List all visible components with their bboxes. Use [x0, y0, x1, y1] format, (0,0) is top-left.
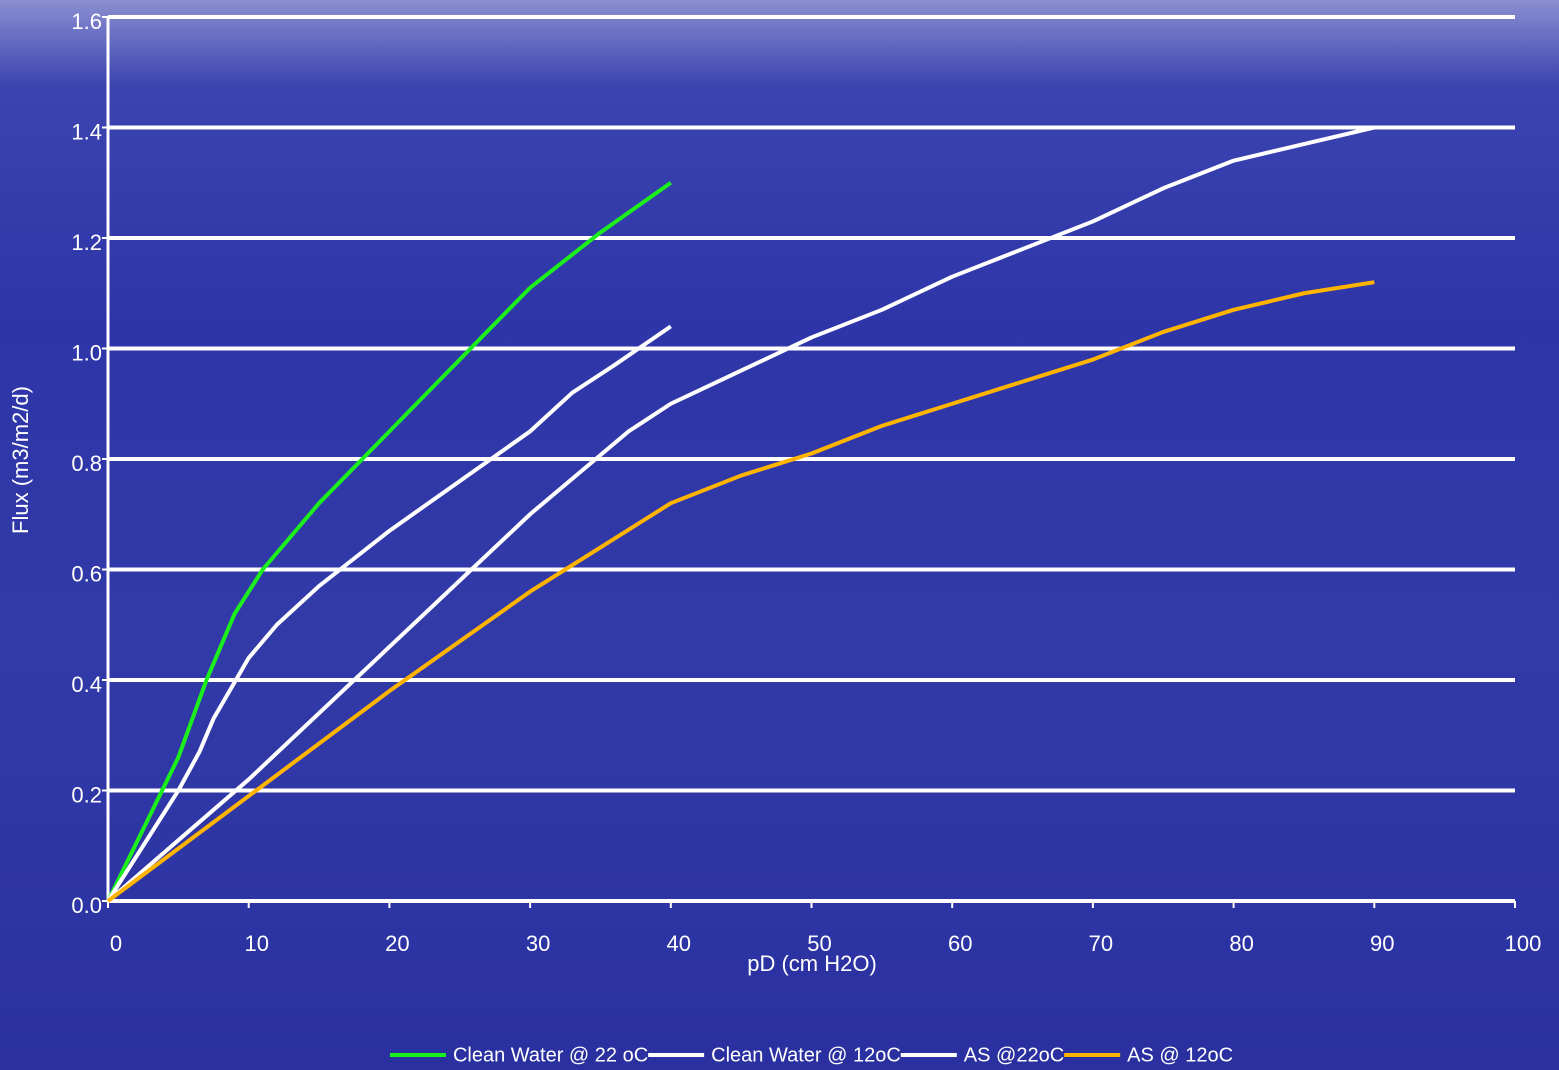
y-tick-label: 1.0 — [71, 340, 102, 365]
y-tick-label: 0.2 — [71, 782, 102, 807]
legend-label: AS @ 12oC — [1127, 1044, 1233, 1066]
chart: pD (cm H2O) Flux (m3/m2/d) 0.00.20.40.60… — [0, 0, 1559, 1070]
x-tick-label: 30 — [526, 931, 550, 956]
page: pD (cm H2O) Flux (m3/m2/d) 0.00.20.40.60… — [0, 0, 1559, 1070]
x-tick-label: 70 — [1089, 931, 1113, 956]
series-line — [108, 282, 1374, 901]
y-tick-label: 1.2 — [71, 230, 102, 255]
series-line — [108, 326, 671, 901]
x-tick-label: 40 — [667, 931, 691, 956]
x-tick-label: 80 — [1229, 931, 1253, 956]
y-tick-label: 1.6 — [71, 9, 102, 34]
legend-label: AS @22oC — [964, 1044, 1064, 1066]
y-axis-label: Flux (m3/m2/d) — [8, 386, 33, 534]
x-tick-label: 20 — [385, 931, 409, 956]
series-line — [108, 183, 671, 901]
y-tick-label: 0.6 — [71, 561, 102, 586]
y-tick-label: 0.0 — [71, 893, 102, 918]
x-tick-label: 50 — [807, 931, 831, 956]
x-tick-label: 60 — [948, 931, 972, 956]
legend-label: Clean Water @ 12oC — [711, 1044, 901, 1066]
x-tick-label: 90 — [1370, 931, 1394, 956]
x-tick-label: 0 — [110, 931, 122, 956]
x-tick-label: 100 — [1505, 931, 1542, 956]
legend-label: Clean Water @ 22 oC — [453, 1044, 648, 1066]
y-tick-label: 1.4 — [71, 119, 102, 144]
series-line — [108, 128, 1374, 902]
y-tick-label: 0.8 — [71, 451, 102, 476]
x-tick-label: 10 — [244, 931, 268, 956]
y-tick-label: 0.4 — [71, 672, 102, 697]
